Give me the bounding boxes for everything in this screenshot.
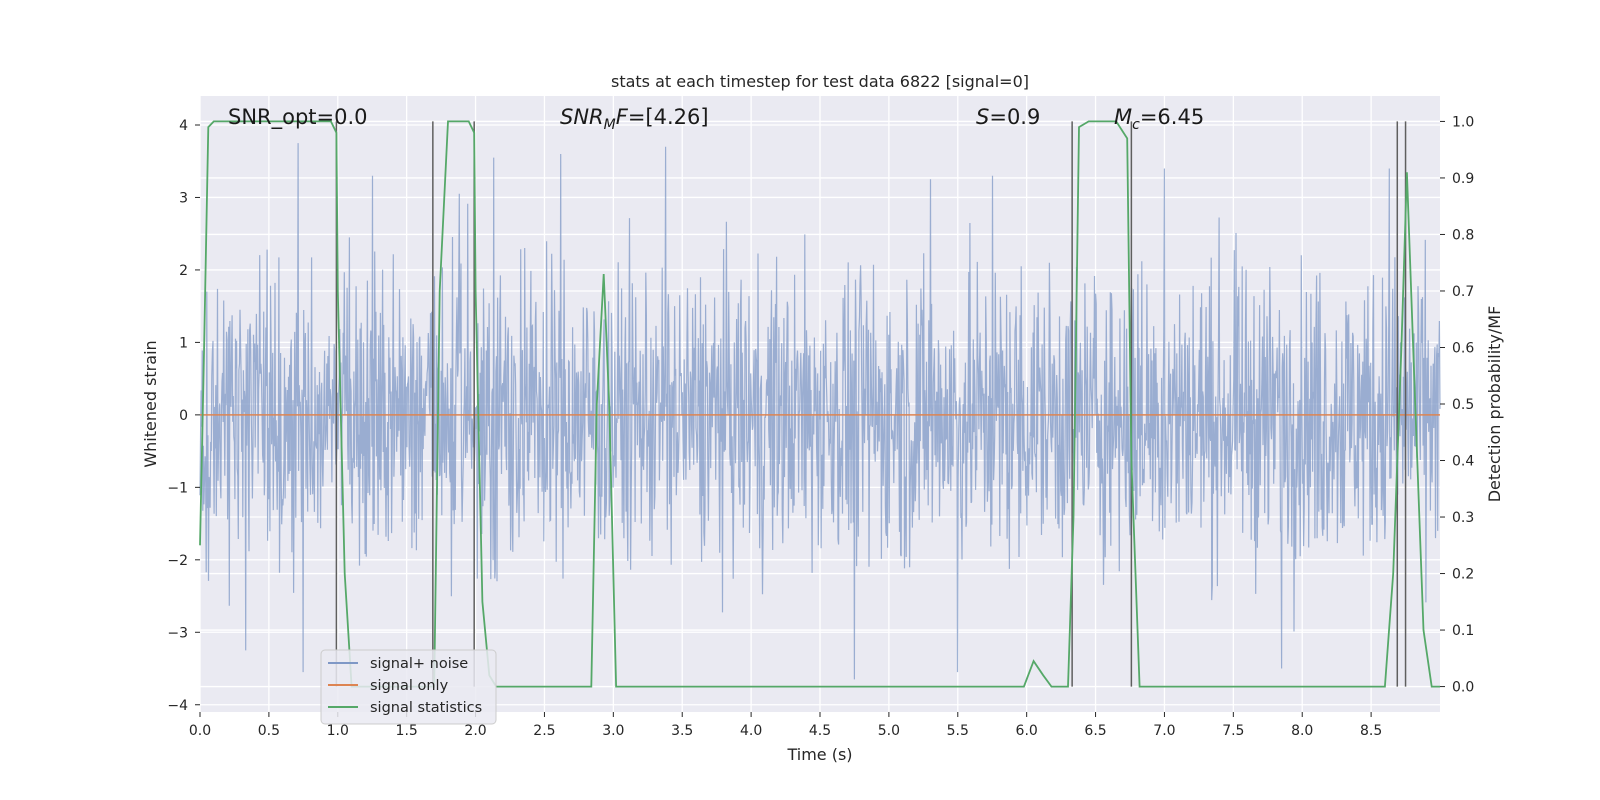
y2-tick-label: 1.0 xyxy=(1452,114,1474,130)
y-tick-label: 3 xyxy=(179,190,188,206)
y2-tick-label: 0.4 xyxy=(1452,454,1474,470)
x-tick-label: 2.0 xyxy=(464,723,486,739)
y-tick-label: 1 xyxy=(179,335,188,351)
y-tick-label: −2 xyxy=(167,553,188,569)
y2-axis-label: Detection probability/MF xyxy=(1485,306,1504,503)
x-tick-label: 2.5 xyxy=(533,723,555,739)
x-tick-label: 7.0 xyxy=(1153,723,1175,739)
annotation-s: S=0.9 xyxy=(976,105,1040,129)
legend: signal+ noise signal only signal statist… xyxy=(320,649,497,725)
y-tick-label: 2 xyxy=(179,263,188,279)
x-tick-label: 0.0 xyxy=(189,723,211,739)
y2-tick-label: 0.7 xyxy=(1452,284,1474,300)
x-tick-label: 5.5 xyxy=(947,723,969,739)
y2-tick-label: 0.2 xyxy=(1452,567,1474,583)
x-tick-label: 6.5 xyxy=(1084,723,1106,739)
legend-label-signal-statistics: signal statistics xyxy=(370,700,482,716)
y2-tick-label: 0.3 xyxy=(1452,510,1474,526)
x-tick-label: 5.0 xyxy=(878,723,900,739)
chart-title: stats at each timestep for test data 682… xyxy=(611,72,1029,91)
signal-noise-line xyxy=(199,143,1441,680)
legend-label-signal-noise: signal+ noise xyxy=(370,656,468,672)
x-axis-ticks: 0.0 0.5 1.0 1.5 2.0 2.5 3.0 3.5 4.0 4.5 5.0 5.5 6.0 6… xyxy=(189,712,1382,739)
y2-axis-ticks: 0.0 0.1 0.2 0.3 0.4 0.5 0.6 0.7 0.8 0.9 1.0 xyxy=(1440,114,1474,696)
x-tick-label: 8.5 xyxy=(1360,723,1382,739)
series-signal-statistics xyxy=(199,120,1440,688)
series-signal-noise xyxy=(199,143,1441,680)
y-axis-label: Whitened strain xyxy=(141,340,160,467)
x-tick-label: 7.5 xyxy=(1222,723,1244,739)
x-axis-label: Time (s) xyxy=(786,745,852,764)
x-tick-label: 6.0 xyxy=(1016,723,1038,739)
annotation-snr-opt: SNR_opt=0.0 xyxy=(228,105,368,130)
x-tick-label: 3.5 xyxy=(671,723,693,739)
legend-label-signal-only: signal only xyxy=(370,678,449,694)
x-tick-label: 8.0 xyxy=(1291,723,1313,739)
signal-statistics-line xyxy=(199,120,1440,688)
y-axis-ticks: −4 −3 −2 −1 0 1 2 3 4 xyxy=(167,118,200,714)
y-tick-label: −4 xyxy=(167,698,188,714)
annotation-mc: Mc=6.45 xyxy=(1114,105,1204,133)
y2-tick-label: 0.5 xyxy=(1452,397,1474,413)
x-tick-label: 1.0 xyxy=(327,723,349,739)
x-tick-label: 4.5 xyxy=(809,723,831,739)
y2-tick-label: 0.9 xyxy=(1452,171,1474,187)
y-tick-label: 0 xyxy=(179,408,188,424)
y-tick-label: 4 xyxy=(179,118,188,134)
x-tick-label: 3.0 xyxy=(602,723,624,739)
y-tick-label: −3 xyxy=(167,625,188,641)
y2-tick-label: 0.0 xyxy=(1452,680,1474,696)
y2-tick-label: 0.1 xyxy=(1452,623,1474,639)
annotation-snr-mf: SNRMF=[4.26] xyxy=(560,105,709,133)
y-tick-label: −1 xyxy=(167,480,188,496)
x-tick-label: 4.0 xyxy=(740,723,762,739)
y2-tick-label: 0.6 xyxy=(1452,340,1474,356)
x-tick-label: 1.5 xyxy=(396,723,418,739)
y2-tick-label: 0.8 xyxy=(1452,227,1474,243)
x-tick-label: 0.5 xyxy=(258,723,280,739)
legend-box xyxy=(320,649,497,725)
